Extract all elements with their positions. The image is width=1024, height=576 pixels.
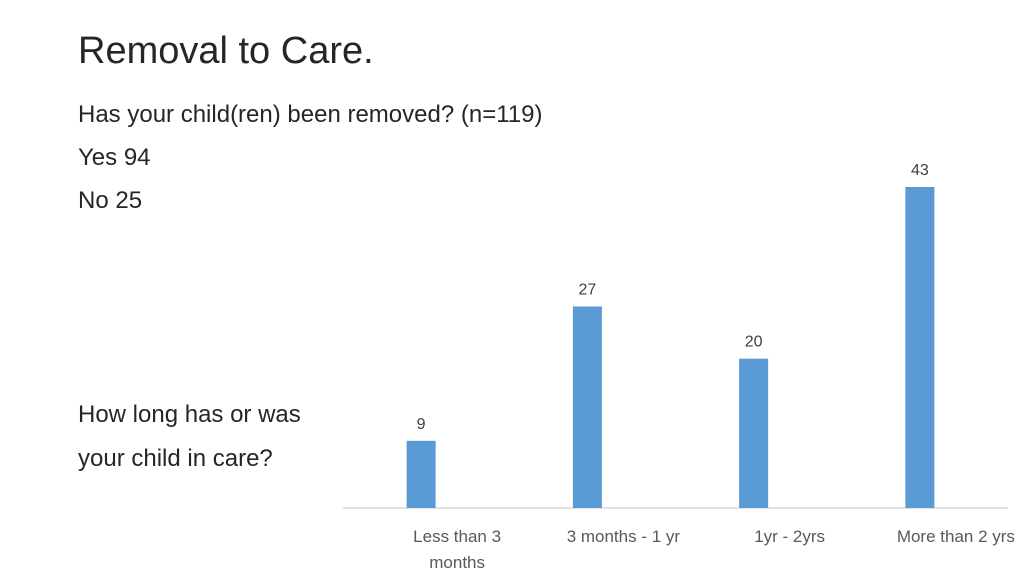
removal-question: Has your child(ren) been removed? (n=119… [78,101,543,128]
page-title: Removal to Care. [78,30,374,72]
no-count: No 25 [78,187,143,214]
tick-label-1: Less than 3 months [413,527,501,572]
data-label-1: 9 [417,416,426,433]
bars-group [406,187,935,508]
data-label-2: 27 [578,281,596,298]
bar-3 [739,358,769,508]
chart-question-line-1: How long has or was [78,401,301,428]
data-label-4: 43 [911,162,929,179]
bar-2 [572,306,602,508]
data-label-3: 20 [745,334,763,351]
tick-label-2: 3 months - 1 yr [567,527,681,546]
bar-1 [406,440,436,508]
data-labels-group: 9 27 20 43 [417,162,929,433]
yes-count: Yes 94 [78,144,151,171]
bar-4 [905,187,935,508]
tick-label-4: More than 2 yrs [897,527,1015,546]
tick-label-3: 1yr - 2yrs [754,527,825,546]
tick-labels-group: Less than 3 months 3 months - 1 yr 1yr - 2y… [413,527,1015,572]
chart-question-line-2: your child in care? [78,445,273,472]
